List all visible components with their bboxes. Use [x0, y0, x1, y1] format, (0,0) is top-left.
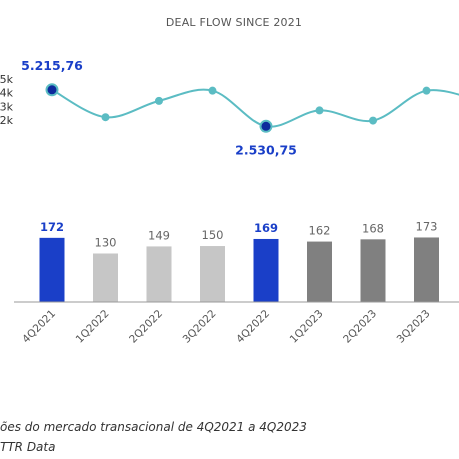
bar	[307, 241, 332, 302]
y-tick-label: 5k	[0, 73, 14, 86]
bar-data-label: 149	[148, 228, 170, 242]
x-tick-label: 3Q2023	[395, 308, 433, 346]
chart-title: DEAL FLOW SINCE 2021	[166, 16, 302, 29]
y-tick-label: 3k	[0, 100, 14, 113]
line-data-label: 5.215,76	[21, 58, 83, 73]
bar	[93, 253, 118, 302]
x-tick-label: 3Q2022	[181, 308, 219, 346]
bar	[39, 237, 65, 302]
x-axis-ticks: 4Q2021 1Q2022 2Q2022 3Q2022 4Q2022 1Q2023 2Q20…	[20, 308, 433, 346]
bar	[360, 239, 386, 302]
line-point	[101, 113, 110, 122]
x-tick-label: 2Q2023	[341, 308, 379, 346]
x-tick-label: 4Q2022	[234, 308, 272, 346]
x-tick-label: 1Q2022	[74, 308, 112, 346]
bar-data-label: 162	[309, 224, 331, 238]
line-point	[422, 86, 431, 95]
x-tick-label: 4Q2021	[20, 308, 58, 346]
line-point	[259, 119, 273, 133]
bar-data-label: 150	[202, 228, 224, 242]
x-tick-label: 2Q2022	[127, 308, 165, 346]
line-point	[155, 96, 163, 105]
bar	[253, 238, 279, 302]
line-point	[315, 106, 324, 115]
caption-line-2: TTR Data	[0, 440, 56, 454]
bar-data-label: 130	[95, 236, 117, 250]
line-series	[51, 88, 459, 128]
bar-data-label: 169	[254, 221, 278, 235]
line-data-label: 2.530,75	[235, 142, 297, 157]
bar-data-label: 168	[362, 221, 384, 235]
x-tick-label: 1Q2023	[288, 308, 326, 346]
bar-series: 172 130 149 150 169 162 168 173	[39, 219, 439, 302]
line-point	[45, 83, 59, 97]
bar	[146, 246, 172, 302]
bar	[414, 237, 439, 302]
line-points: 5.215,762.530,753	[21, 58, 431, 157]
y-tick-label: 4k	[0, 87, 14, 100]
bar-data-label: 172	[40, 220, 64, 234]
line-point	[208, 86, 217, 95]
caption-line-1: ões do mercado transacional de 4Q2021 a …	[0, 420, 307, 434]
bar	[200, 246, 225, 302]
bar-data-label: 173	[416, 219, 438, 233]
y-tick-label: 2k	[0, 114, 14, 127]
line-point	[369, 116, 377, 125]
